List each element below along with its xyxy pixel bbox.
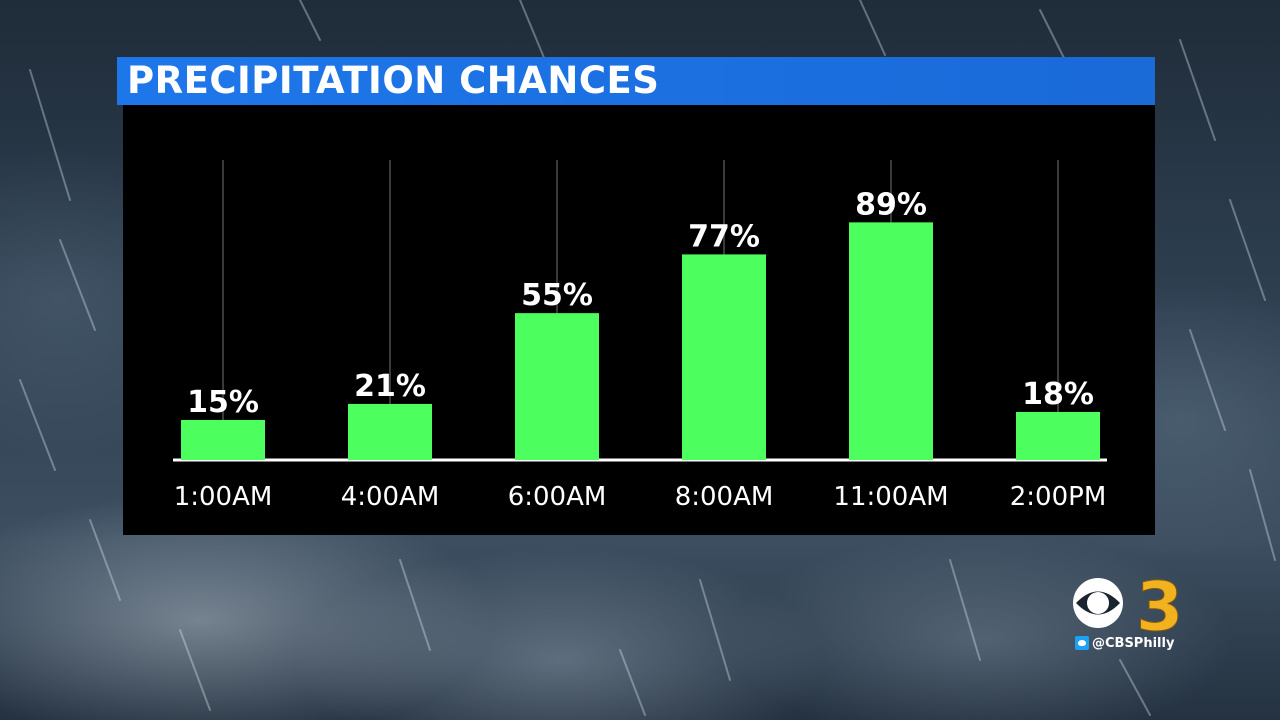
- cbs-eye-icon: [1073, 578, 1123, 628]
- x-tick-label: 8:00AM: [675, 482, 774, 512]
- precipitation-bar-chart: 15% 1:00AM 21% 4:00AM 55% 6:00AM 77% 8:00AM 89% 1…: [173, 160, 1107, 512]
- chart-title: PRECIPITATION CHANCES: [127, 59, 660, 102]
- data-label: 77%: [688, 219, 760, 254]
- bar-2:00PM: [1016, 411, 1100, 460]
- bar-11:00AM: [849, 222, 933, 460]
- bar-4:00AM: [348, 403, 432, 460]
- twitter-icon: [1075, 636, 1089, 650]
- station-number: 3: [1136, 572, 1183, 647]
- cbs3-logo: 3: [1073, 572, 1184, 648]
- data-label: 55%: [521, 278, 593, 313]
- data-label: 89%: [855, 187, 927, 222]
- data-label: 15%: [187, 385, 259, 420]
- handle-text: @CBSPhilly: [1092, 635, 1175, 651]
- x-tick-label: 2:00PM: [1010, 482, 1107, 512]
- social-handle: @CBSPhilly: [1075, 634, 1174, 652]
- x-tick-label: 6:00AM: [508, 482, 607, 512]
- data-label: 21%: [354, 369, 426, 404]
- bar-1:00AM: [181, 419, 265, 460]
- title-bar: PRECIPITATION CHANCES: [117, 57, 1155, 105]
- x-tick-label: 1:00AM: [174, 482, 273, 512]
- data-label: 18%: [1022, 377, 1094, 412]
- x-tick-label: 4:00AM: [341, 482, 440, 512]
- chart-panel: 15% 1:00AM 21% 4:00AM 55% 6:00AM 77% 8:00AM 89% 1…: [123, 105, 1155, 535]
- x-tick-label: 11:00AM: [833, 482, 948, 512]
- bar-6:00AM: [515, 313, 599, 460]
- bar-8:00AM: [682, 254, 766, 460]
